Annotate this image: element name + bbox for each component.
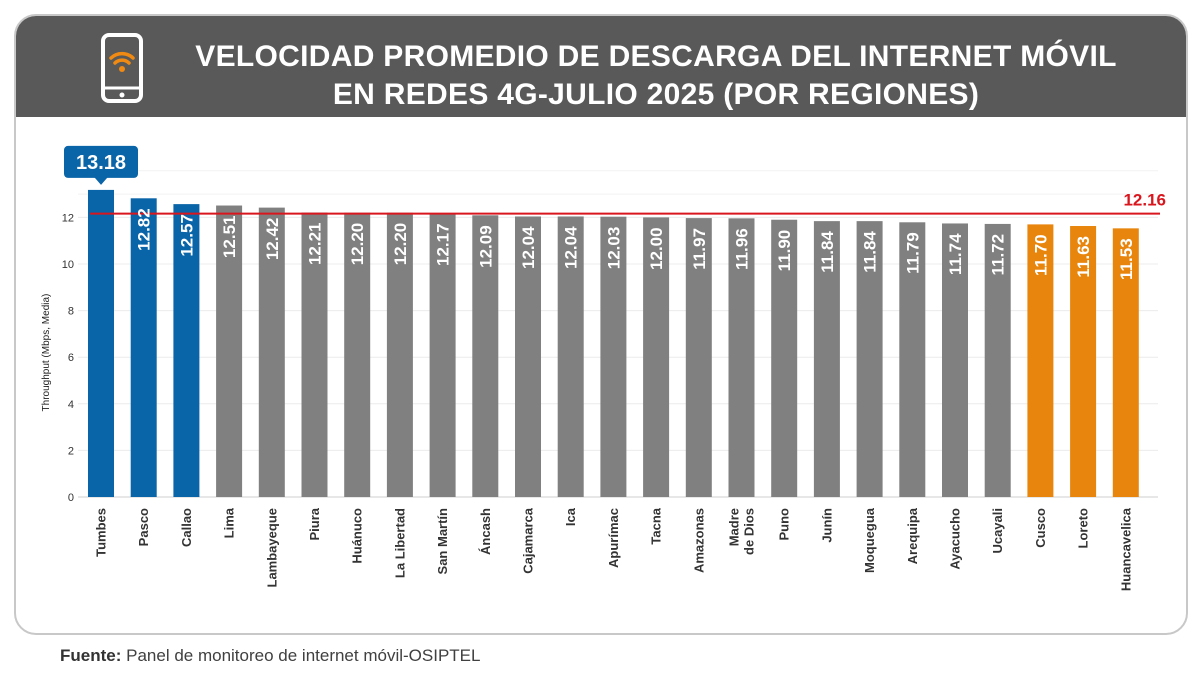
category-label: Cusco (1033, 508, 1048, 548)
bar (344, 212, 371, 498)
category-label: Ica (563, 507, 578, 526)
category-label: Arequipa (905, 507, 920, 564)
y-tick-label: 10 (62, 259, 74, 271)
category-label: Cajamarca (521, 507, 536, 574)
bar (1027, 224, 1054, 497)
category-label: Loreto (1076, 508, 1091, 549)
bar (515, 216, 541, 497)
value-label: 12.17 (434, 223, 453, 266)
category-label: Huancavelica (1118, 507, 1133, 591)
value-label: 12.03 (604, 227, 623, 270)
bar (771, 219, 798, 498)
value-label: 11.84 (818, 231, 837, 273)
value-label: 12.00 (647, 227, 666, 270)
category-label: Tacna (649, 507, 664, 544)
category-label: La Libertad (392, 508, 407, 578)
bar (301, 212, 328, 497)
category-label: San Martín (435, 508, 450, 575)
category-label: Junín (819, 508, 834, 543)
category-label: Ucayali (990, 508, 1005, 554)
callout-pointer (94, 176, 108, 185)
y-tick-label: 12 (62, 212, 74, 224)
bar (813, 221, 840, 498)
category-label: Tumbes (94, 508, 109, 557)
bar (216, 205, 243, 497)
source-label: Fuente: (60, 646, 122, 665)
value-label: 12.57 (177, 214, 196, 257)
category-label: Amazonas (691, 508, 706, 573)
bar (685, 218, 712, 497)
category-label: Callao (179, 508, 194, 547)
bar (899, 222, 926, 497)
value-label: 13.18 (76, 152, 126, 174)
bar (728, 218, 755, 497)
category-label: Madrede Dios (727, 508, 757, 555)
bar (88, 189, 114, 497)
bar (386, 212, 413, 498)
bar (643, 217, 670, 497)
value-label: 12.21 (306, 223, 325, 266)
value-label: 11.63 (1074, 236, 1093, 278)
y-tick-label: 6 (68, 352, 74, 364)
bar (1112, 228, 1139, 497)
bar (856, 221, 883, 498)
source-note: Fuente: Panel de monitoreo de internet m… (60, 646, 480, 666)
category-label: Ayacucho (948, 508, 963, 570)
bar (942, 223, 968, 497)
header-bar: VELOCIDAD PROMEDIO DE DESCARGA DEL INTER… (16, 16, 1186, 117)
value-label: 12.09 (476, 225, 495, 268)
category-label: Huánuco (350, 508, 365, 564)
category-label: Pasco (136, 508, 151, 546)
category-label: Puno (777, 508, 792, 541)
bar (600, 216, 627, 498)
title-line-1: VELOCIDAD PROMEDIO DE DESCARGA DEL INTER… (195, 40, 1117, 73)
bar (130, 198, 157, 497)
value-label: 12.04 (519, 226, 538, 269)
bar (472, 215, 499, 498)
value-label: 11.96 (733, 228, 752, 270)
category-label: Apurímac (606, 508, 621, 568)
category-label: Piura (307, 507, 322, 540)
source-text: Panel de monitoreo de internet móvil-OSI… (126, 646, 481, 665)
value-label: 11.90 (775, 230, 794, 272)
chart-title: VELOCIDAD PROMEDIO DE DESCARGA DEL INTER… (156, 38, 1156, 114)
bar-chart: 0 2 4 6 8 10 12 Throughput (Mbps, Media) 12.16 13… (41, 145, 1166, 591)
value-label: 12.82 (135, 208, 154, 251)
value-label: 11.53 (1117, 238, 1136, 280)
value-label: 12.42 (263, 218, 282, 261)
bar (258, 207, 285, 497)
bar (557, 216, 584, 497)
value-label: 11.97 (690, 228, 709, 270)
value-label: 12.51 (220, 216, 239, 259)
value-label: 12.20 (391, 223, 410, 266)
y-tick-label: 2 (68, 445, 74, 457)
value-label: 11.84 (861, 231, 880, 273)
reference-line-label: 12.16 (1123, 191, 1166, 210)
category-label: Lambayeque (264, 508, 279, 587)
value-label: 11.74 (946, 233, 965, 275)
title-line-2: EN REDES 4G-JULIO 2025 (POR REGIONES) (332, 78, 980, 111)
value-label: 11.72 (989, 234, 1008, 276)
category-label: Moquegua (862, 507, 877, 573)
value-label: 11.79 (903, 232, 922, 274)
value-label: 12.04 (562, 226, 581, 269)
y-tick-label: 4 (68, 399, 74, 411)
value-label: 11.70 (1031, 234, 1050, 276)
value-label: 12.20 (348, 223, 367, 266)
bar (1070, 226, 1097, 497)
bar (984, 223, 1011, 497)
y-tick-label: 8 (68, 306, 74, 318)
category-label: Lima (222, 507, 237, 538)
bar (429, 213, 456, 497)
bar (173, 204, 200, 497)
callout-box (64, 145, 138, 178)
smartphone-wifi-icon (101, 33, 143, 103)
category-label: Áncash (478, 508, 493, 555)
y-axis-label: Throughput (Mbps, Media) (41, 294, 52, 412)
y-tick-label: 0 (68, 492, 74, 504)
